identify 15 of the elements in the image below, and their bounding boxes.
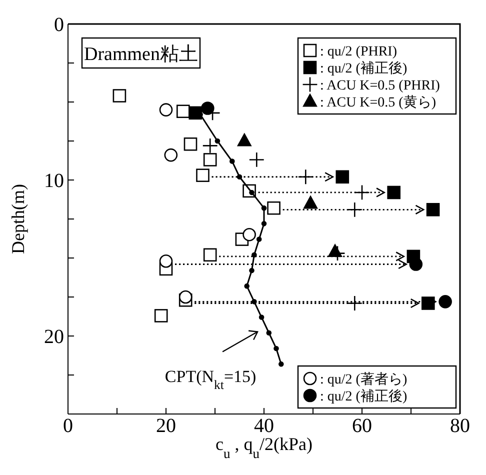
legend-label: : qu/2 (著者ら)	[320, 372, 408, 388]
x-tick-label: 20	[156, 415, 176, 438]
legend-label: : ACU K=0.5 (PHRI)	[320, 78, 440, 94]
y-tick-label: 20	[44, 326, 64, 348]
x-tick-label: 60	[352, 415, 372, 438]
annotation: Drammen粘土	[84, 44, 198, 65]
legend-label: : qu/2 (PHRI)	[320, 44, 398, 60]
annotation: CPT(N$_{kt}$=15)	[164, 366, 256, 392]
legend-label: : ACU K=0.5 (黄ら)	[320, 94, 436, 110]
legend-label: : qu/2 (補正後)	[320, 60, 408, 76]
legend-label: : qu/2 (補正後)	[320, 388, 408, 404]
x-tick-label: 80	[450, 415, 470, 438]
y-tick-label: 0	[54, 14, 64, 36]
y-axis-title: Depth(m)	[8, 184, 28, 254]
y-tick-label: 10	[44, 170, 64, 192]
